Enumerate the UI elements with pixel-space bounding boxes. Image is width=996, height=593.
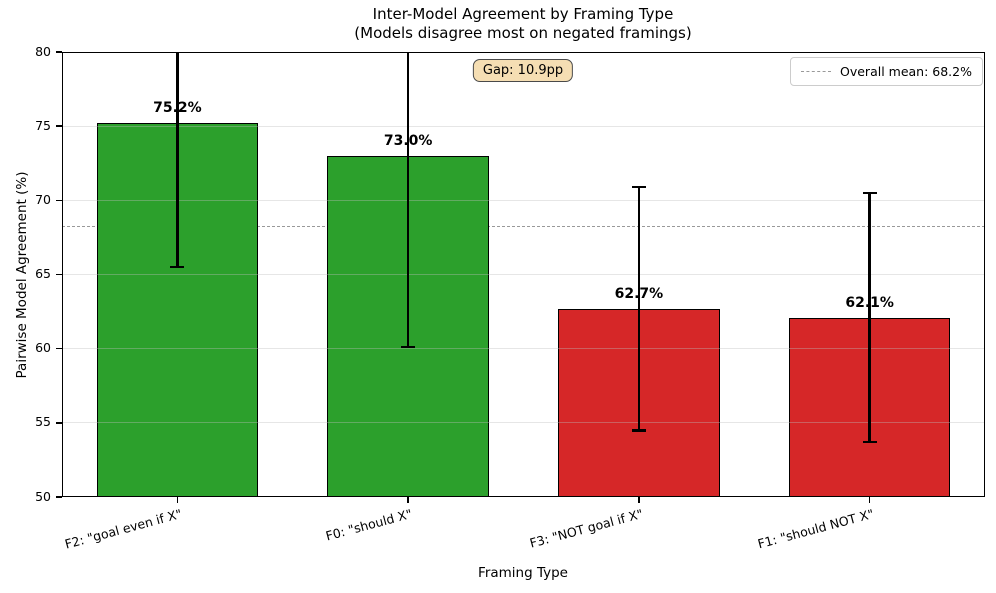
y-tick-mark bbox=[56, 422, 62, 424]
bar-value-label: 75.2% bbox=[153, 100, 202, 117]
gap-annotation: Gap: 10.9pp bbox=[472, 59, 574, 82]
bar-value-label: 73.0% bbox=[383, 132, 433, 149]
error-bar-cap bbox=[631, 185, 646, 189]
x-tick-mark bbox=[868, 497, 871, 503]
y-tick-label: 55 bbox=[35, 414, 51, 430]
bar-value-label: 62.7% bbox=[614, 285, 664, 302]
gridline bbox=[62, 422, 985, 424]
y-tick-label: 50 bbox=[35, 488, 51, 504]
x-tick-label: F2: "goal even if X" bbox=[62, 506, 184, 552]
legend-label: Overall mean: 68.2% bbox=[840, 64, 972, 79]
x-tick-label: F1: "should NOT X" bbox=[756, 506, 876, 552]
dashed-line-icon bbox=[801, 71, 831, 72]
y-tick-label: 65 bbox=[35, 266, 51, 281]
bar-value-label: 62.1% bbox=[845, 294, 894, 311]
y-tick-mark bbox=[56, 347, 62, 350]
error-bar bbox=[868, 192, 871, 443]
error-bar-cap bbox=[401, 345, 416, 349]
error-bar-cap bbox=[631, 428, 646, 432]
y-tick-mark bbox=[56, 496, 62, 498]
error-bar-cap bbox=[862, 191, 877, 195]
y-tick-label: 60 bbox=[35, 340, 51, 356]
error-bar-cap bbox=[862, 440, 877, 444]
error-bar bbox=[176, 52, 179, 268]
y-tick-mark bbox=[56, 51, 62, 53]
x-tick-mark bbox=[176, 497, 179, 503]
gridline bbox=[62, 125, 985, 127]
x-tick-label: F3: "NOT goal if X" bbox=[528, 506, 645, 551]
y-tick-mark bbox=[56, 125, 62, 127]
x-tick-mark bbox=[407, 497, 409, 503]
y-tick-label: 80 bbox=[35, 43, 51, 59]
gridline bbox=[62, 273, 985, 276]
error-bar bbox=[637, 186, 641, 431]
y-tick-mark bbox=[56, 199, 62, 202]
error-bar bbox=[406, 52, 410, 348]
gridline bbox=[62, 348, 985, 350]
bar bbox=[96, 123, 259, 497]
error-bar-cap bbox=[170, 265, 185, 269]
y-tick-label: 70 bbox=[35, 191, 51, 207]
chart-title: Inter-Model Agreement by Framing Type bbox=[372, 5, 674, 23]
chart-subtitle: (Models disagree most on negated framing… bbox=[354, 24, 692, 42]
overall-mean-line bbox=[62, 226, 985, 228]
legend: Overall mean: 68.2% bbox=[790, 57, 983, 86]
x-axis-label: Framing Type bbox=[478, 565, 568, 581]
x-tick-label: F0: "should X" bbox=[324, 506, 415, 544]
x-tick-mark bbox=[638, 497, 640, 503]
y-tick-label: 75 bbox=[35, 117, 51, 133]
gridline bbox=[62, 199, 985, 201]
y-tick-mark bbox=[56, 273, 62, 276]
